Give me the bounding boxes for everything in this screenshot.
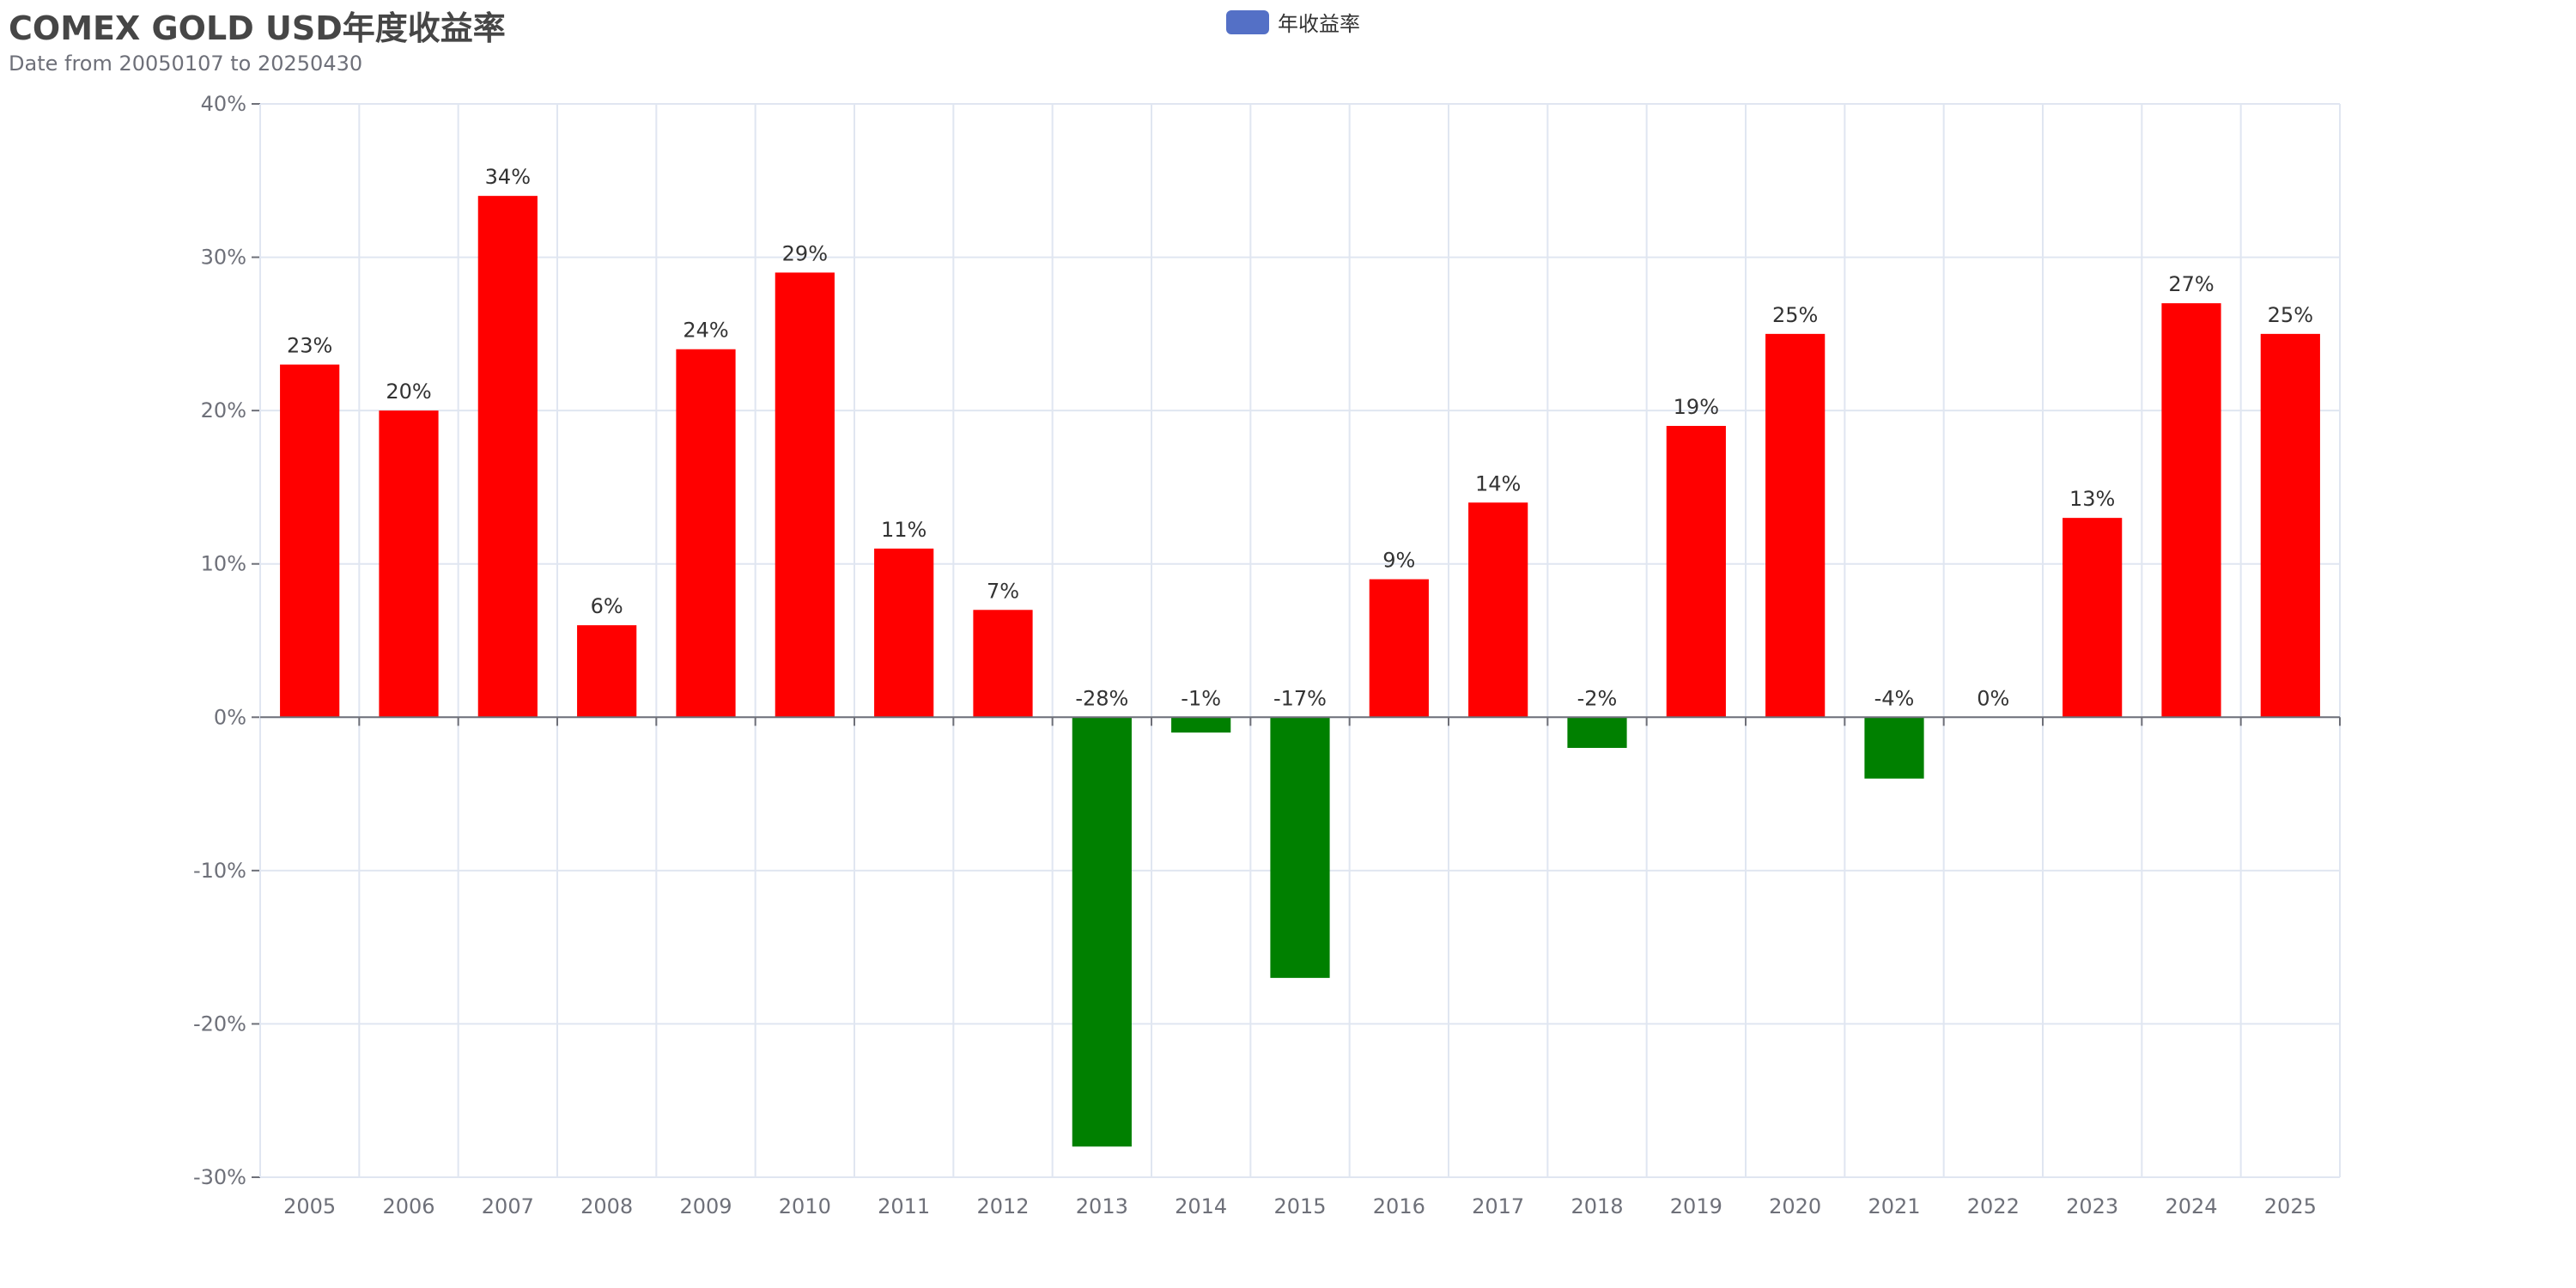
x-tick-label-2012: 2012: [976, 1194, 1029, 1218]
bar-2015: [1270, 717, 1330, 978]
bar-2019: [1666, 426, 1726, 718]
data-label-2024: 27%: [2168, 272, 2214, 296]
bar-2020: [1765, 333, 1826, 718]
x-tick-label-2019: 2019: [1670, 1194, 1722, 1218]
legend-label: 年收益率: [1278, 12, 1360, 36]
bar-2010: [775, 272, 835, 718]
bar-2021: [1864, 717, 1924, 779]
data-label-2005: 23%: [287, 334, 332, 358]
y-tick-label: 10%: [201, 552, 246, 576]
data-label-2023: 13%: [2069, 487, 2115, 511]
y-tick-label: 30%: [201, 246, 246, 270]
bar-2018: [1567, 717, 1627, 748]
data-label-2020: 25%: [1772, 303, 1818, 327]
bar-layer: [280, 196, 2320, 1147]
bar-2008: [577, 625, 637, 718]
data-label-2016: 9%: [1382, 549, 1415, 573]
bar-2025: [2260, 333, 2320, 718]
data-label-2012: 7%: [987, 579, 1019, 603]
data-label-2011: 11%: [881, 518, 927, 542]
data-label-2014: -1%: [1181, 686, 1221, 710]
data-label-2010: 29%: [782, 241, 828, 265]
bar-2007: [477, 196, 538, 718]
data-label-2021: -4%: [1874, 686, 1915, 710]
data-label-2008: 6%: [591, 594, 623, 618]
x-tick-label-2009: 2009: [679, 1194, 732, 1218]
data-label-2013: -28%: [1075, 686, 1128, 710]
x-tick-label-2015: 2015: [1273, 1194, 1326, 1218]
y-tick-label: 20%: [201, 398, 246, 422]
chart-subtitle: Date from 20050107 to 20250430: [9, 52, 363, 76]
bar-2017: [1468, 502, 1528, 718]
x-tick-label-2006: 2006: [382, 1194, 434, 1218]
x-tick-label-2016: 2016: [1373, 1194, 1425, 1218]
data-label-2017: 14%: [1475, 471, 1521, 495]
x-tick-label-2022: 2022: [1967, 1194, 2020, 1218]
y-tick-label: -30%: [193, 1165, 246, 1189]
x-tick-label-2017: 2017: [1472, 1194, 1524, 1218]
bar-2023: [2063, 518, 2123, 718]
data-label-2018: -2%: [1577, 686, 1618, 710]
data-label-2015: -17%: [1273, 686, 1327, 710]
x-tick-label-2020: 2020: [1769, 1194, 1821, 1218]
x-tick-label-2005: 2005: [283, 1194, 336, 1218]
data-label-2022: 0%: [1977, 686, 2009, 710]
data-label-2006: 20%: [386, 380, 431, 404]
bar-2016: [1369, 579, 1429, 718]
data-label-2007: 34%: [485, 165, 531, 189]
x-tick-label-2025: 2025: [2264, 1194, 2317, 1218]
x-tick-label-2018: 2018: [1571, 1194, 1623, 1218]
data-label-2009: 24%: [683, 319, 728, 343]
x-tick-label-2024: 2024: [2165, 1194, 2217, 1218]
bar-2006: [379, 410, 439, 718]
chart-title: COMEX GOLD USD年度收益率: [9, 9, 506, 47]
legend-swatch: [1226, 9, 1269, 34]
y-tick-label: -10%: [193, 859, 246, 883]
bar-2012: [973, 610, 1033, 718]
x-tick-label-2014: 2014: [1175, 1194, 1227, 1218]
x-tick-label-2010: 2010: [779, 1194, 831, 1218]
data-label-2019: 19%: [1674, 395, 1719, 419]
bar-2009: [676, 349, 736, 718]
y-tick-label: -20%: [193, 1012, 246, 1036]
axis-layer: 40% 30% 20% 10% 0% -10% -20% -30% 2005 2006 2007 20…: [193, 92, 2341, 1218]
bar-2014: [1171, 717, 1231, 733]
x-tick-label-2007: 2007: [482, 1194, 534, 1218]
label-layer: 23% 20% 34% 6% 24% 29% 11% 7% -28% -1% -17% 9% 14% -2…: [287, 165, 2313, 710]
y-tick-label: 40%: [201, 92, 246, 116]
x-tick-label-2021: 2021: [1868, 1194, 1920, 1218]
bar-2024: [2161, 303, 2221, 718]
x-tick-label-2023: 2023: [2066, 1194, 2118, 1218]
bar-2005: [280, 364, 340, 718]
bar-2011: [874, 548, 934, 718]
y-tick-label: 0%: [214, 705, 246, 729]
grid-layer: [259, 103, 2341, 1178]
data-label-2025: 25%: [2268, 303, 2313, 327]
x-tick-label-2013: 2013: [1076, 1194, 1128, 1218]
bar-2013: [1072, 717, 1132, 1147]
legend-item[interactable]: 年收益率: [1226, 7, 1360, 37]
x-tick-label-2008: 2008: [580, 1194, 633, 1218]
x-tick-label-2011: 2011: [878, 1194, 930, 1218]
